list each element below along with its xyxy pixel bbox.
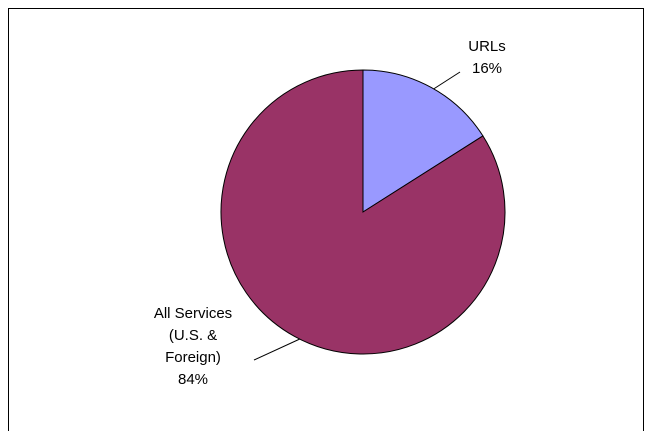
pie-slice [362, 69, 484, 213]
value-label: 16% [471, 60, 503, 77]
label-box: URLs 16% [437, 36, 537, 80]
leader-line [253, 337, 303, 361]
pie [220, 69, 506, 355]
category-label: URLs [468, 38, 506, 55]
category-label: All Services (U.S. & Foreign) [153, 305, 233, 366]
pie-slice [220, 69, 506, 355]
leader-line [431, 71, 461, 91]
slice-label: All Services (U.S. & Foreign) 84% [145, 303, 241, 391]
value-label: 84% [177, 371, 209, 388]
slice-label: URLs 16% [437, 36, 537, 80]
label-box: All Services (U.S. & Foreign) 84% [145, 303, 241, 391]
